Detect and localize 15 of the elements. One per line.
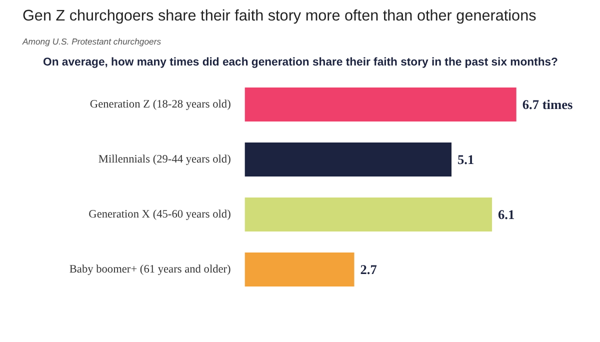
data-label: 6.1 — [498, 207, 515, 222]
bar — [244, 252, 354, 287]
data-label: 6.7 times — [522, 97, 573, 112]
y-tick-label: Baby boomer+ (61 years and older) — [69, 264, 232, 276]
bar — [244, 142, 452, 177]
text: Among U.S. Protestant churchgoers — [22, 36, 162, 46]
text: On average, how many times did each generation share their faith story in the past six months? — [43, 56, 558, 68]
data-label: 2.7 — [360, 262, 378, 277]
bar — [244, 197, 492, 232]
y-tick-label: Millennials (29-44 years old) — [98, 154, 232, 166]
chart-title: Gen Z churchgoers share their faith story more often than other generations — [22, 8, 537, 24]
bar — [244, 87, 516, 122]
y-tick-label: Generation X (45-60 years old) — [88, 208, 232, 220]
data-label: 5.1 — [458, 152, 474, 167]
y-tick-label: Generation Z (18-28 years old) — [90, 98, 232, 110]
